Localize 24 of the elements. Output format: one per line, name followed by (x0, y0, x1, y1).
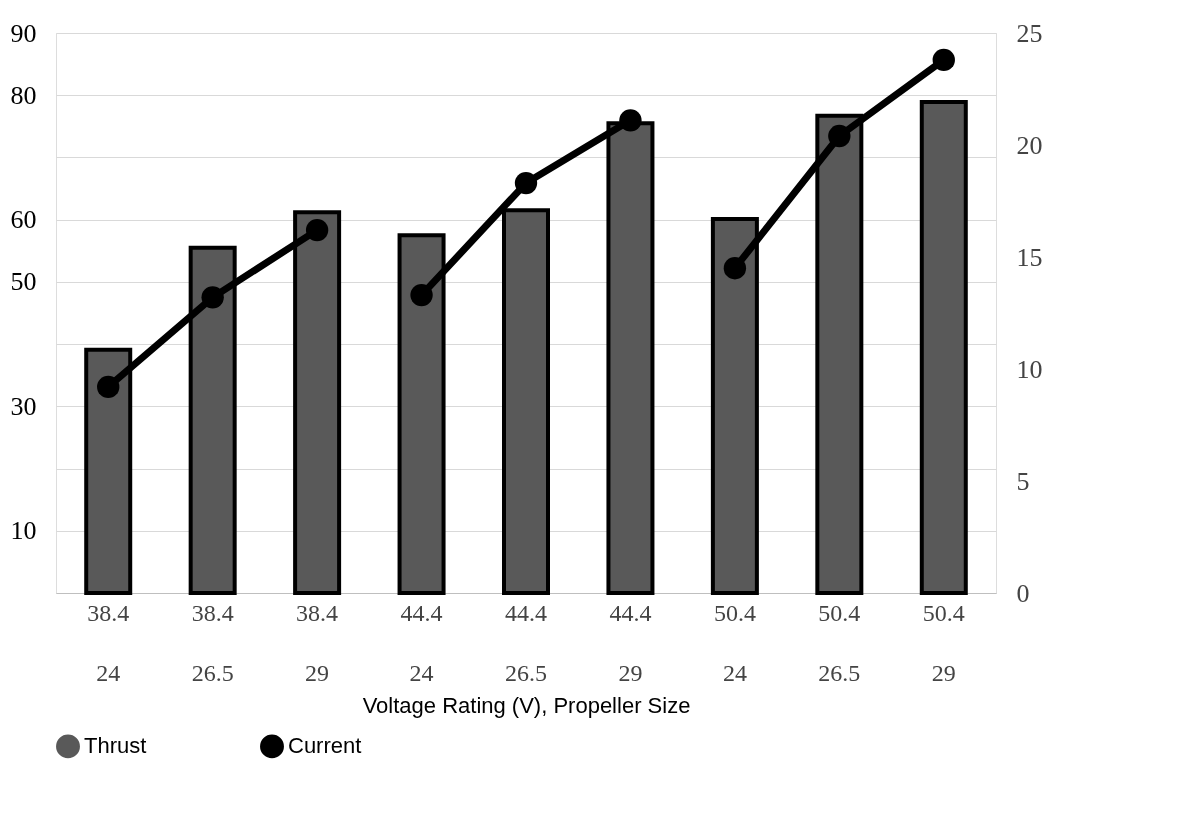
y-tick-label: 80 (10, 80, 37, 110)
category-label: 38.4 26.5 (191, 599, 234, 686)
y-tick-label: 30 (10, 391, 37, 421)
y2-tick-label: 5 (1016, 466, 1030, 496)
y-tick-label: 90 (10, 18, 37, 48)
legend-label: Thrust (84, 733, 147, 759)
y-tick-label: 10 (10, 516, 37, 546)
category-label: 44.4 24 (400, 599, 443, 686)
y2-tick-label: 10 (1016, 354, 1043, 384)
category-label: 44.4 26.5 (505, 599, 547, 686)
category-label: 50.4 26.5 (818, 599, 861, 686)
y-tick-label: 60 (10, 205, 37, 235)
category-label: 44.4 29 (609, 599, 652, 686)
category-label: 38.4 29 (296, 599, 339, 686)
y2-tick-label: 20 (1016, 130, 1043, 160)
legend-label: Current (288, 733, 362, 759)
y2-tick-label: 15 (1016, 242, 1043, 272)
category-label: 38.4 24 (87, 599, 130, 686)
y2-tick-label: 25 (1016, 18, 1043, 48)
category-label: 50.4 29 (922, 599, 965, 686)
y-tick-label: 50 (10, 267, 37, 297)
category-label: 50.4 24 (713, 599, 756, 686)
y2-tick-label: 0 (1016, 578, 1030, 608)
x-axis-title: Voltage Rating (V), Propeller Size (362, 692, 691, 718)
